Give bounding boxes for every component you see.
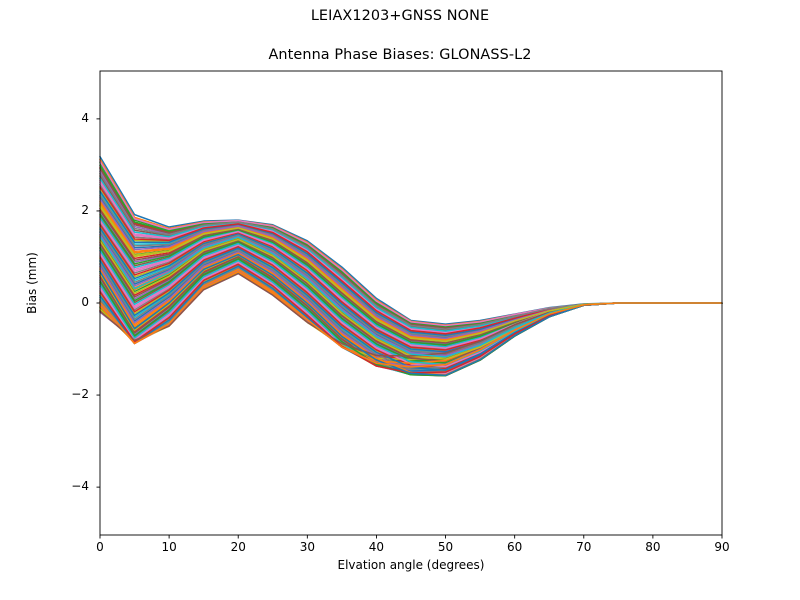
- x-tick-label: 30: [299, 540, 315, 554]
- x-tick-label: 80: [645, 540, 661, 554]
- figure-suptitle: LEIAX1203+GNSS NONE: [310, 8, 490, 24]
- y-tick-label: 0: [81, 295, 89, 309]
- x-tick-label: 0: [96, 540, 104, 554]
- y-tick-label: −4: [71, 479, 89, 494]
- y-axis-label: Bias (mm): [25, 252, 39, 314]
- x-tick-label: 40: [368, 540, 385, 554]
- x-tick-label: 10: [161, 540, 177, 554]
- x-axis-label: Elvation angle (degrees): [337, 558, 485, 572]
- x-tick-label: 90: [714, 540, 730, 554]
- axes-ticks: [96, 118, 723, 539]
- y-tick-label: 2: [81, 202, 89, 217]
- x-tick-label: 20: [230, 540, 246, 554]
- y-tick-label: 4: [81, 110, 89, 125]
- data-line: [99, 268, 723, 368]
- y-tick-label: −2: [71, 387, 89, 402]
- x-tick-label: 60: [507, 540, 523, 554]
- data-lines-group: [99, 155, 723, 377]
- x-tick-label: 70: [576, 540, 592, 554]
- x-tick-label: 50: [437, 540, 454, 554]
- axes-title: Antenna Phase Biases: GLONASS-L2: [268, 47, 532, 63]
